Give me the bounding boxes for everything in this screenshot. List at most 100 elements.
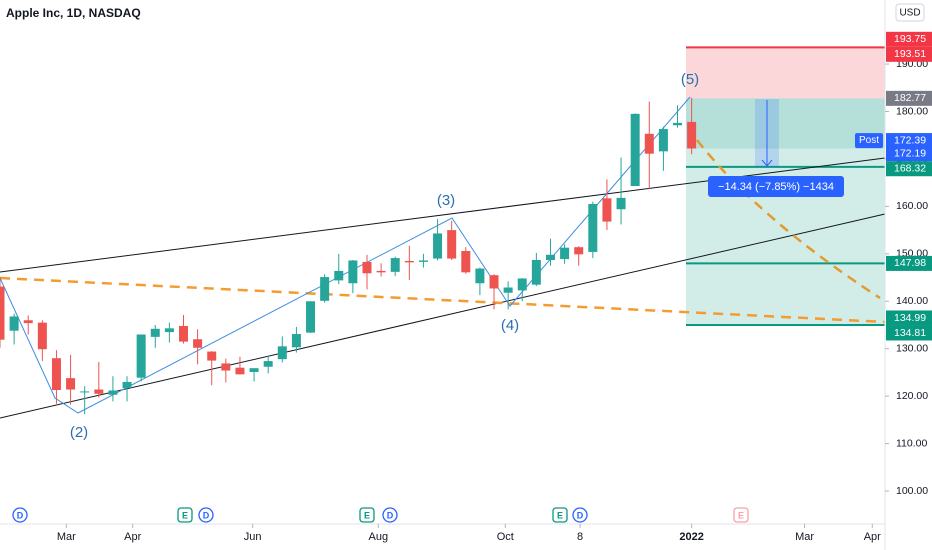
event-icon: [12, 507, 28, 523]
candle-body: [66, 378, 76, 390]
candle-body: [291, 334, 301, 348]
event-label: E: [182, 510, 188, 520]
x-tick-label: Apr: [864, 531, 881, 543]
price-tag-label: 147.98: [894, 257, 926, 269]
candle-body: [560, 247, 570, 260]
candle-body: [221, 363, 231, 371]
candle-body: [320, 277, 330, 301]
candle-body: [37, 322, 47, 350]
candle-body: [531, 260, 541, 285]
candle-body: [94, 389, 104, 394]
price-tag-label: 172.19: [894, 148, 926, 160]
candle-body: [630, 113, 640, 186]
candle-body: [136, 334, 146, 378]
candle-body: [517, 278, 527, 291]
event-label: E: [738, 510, 744, 520]
y-tick-label: 130.00: [896, 343, 928, 355]
candle-body: [0, 286, 5, 340]
candle-body: [178, 325, 188, 342]
candle-body: [348, 260, 358, 284]
candle-body: [602, 198, 612, 222]
y-tick-label: 110.00: [896, 437, 927, 449]
price-tag-label: 193.75: [894, 33, 926, 45]
candle-body: [390, 258, 400, 272]
event-label: D: [17, 510, 24, 520]
price-tag: [886, 46, 932, 62]
candle-body: [489, 275, 499, 289]
wave-label: (3): [437, 192, 455, 209]
candle-body: [193, 339, 203, 348]
candle-body: [404, 260, 414, 263]
candle-body: [235, 367, 245, 375]
x-tick-label: Mar: [795, 531, 814, 543]
x-tick-label: Oct: [497, 531, 514, 543]
y-tick-label: 180.00: [896, 105, 928, 117]
stop-zone: [686, 47, 885, 99]
x-tick-label: Apr: [124, 531, 141, 543]
candle-body: [249, 368, 259, 372]
candle-body: [277, 346, 287, 360]
price-tag: [886, 31, 932, 47]
profit-zone: [686, 98, 885, 149]
event-icon: [359, 507, 375, 523]
trend-line: [0, 213, 886, 419]
measure-tool: −14.34 (−7.85%) −1434: [708, 99, 844, 197]
candle-body: [306, 301, 316, 333]
event-icon: [572, 507, 588, 523]
x-tick-label: Mar: [57, 531, 76, 543]
candle-body: [616, 197, 626, 210]
event-label: E: [557, 510, 563, 520]
candle-body: [475, 268, 485, 284]
x-tick-label: 2022: [679, 531, 703, 543]
candle-body: [447, 230, 457, 259]
price-tag-label: 134.81: [894, 327, 926, 339]
price-tag: [886, 161, 932, 177]
price-tag: [886, 146, 932, 162]
candle-body: [207, 351, 217, 361]
candle-body: [418, 260, 428, 262]
candle-body: [644, 133, 654, 154]
event-icon: [382, 507, 398, 523]
event-label: D: [387, 510, 394, 520]
price-axis: [885, 0, 932, 550]
chart-title: Apple Inc, 1D, NASDAQ: [6, 6, 141, 20]
price-tag: [886, 310, 932, 326]
x-tick-label: Aug: [368, 531, 388, 543]
wave-label: (5): [681, 71, 699, 88]
currency: USD: [899, 8, 920, 19]
price-tag: [886, 90, 932, 106]
candle-body: [23, 320, 33, 324]
candle-body: [545, 254, 555, 260]
badge: [855, 133, 883, 149]
candle-body: [588, 204, 598, 252]
candle-body: [334, 270, 344, 281]
candle-body: [108, 390, 118, 395]
measure-label-box: [708, 176, 844, 197]
candle-body: [263, 361, 273, 367]
price-tag-label: 193.51: [894, 48, 926, 60]
price-tag-label: 172.39: [894, 134, 926, 146]
event-icon: [177, 507, 193, 523]
price-tag-label: 134.99: [894, 312, 926, 324]
candles: [0, 97, 697, 415]
event-icon: [552, 507, 568, 523]
candle-body: [164, 328, 174, 333]
candle-body: [376, 270, 386, 273]
candle-body: [574, 247, 584, 255]
price-tag: [886, 133, 932, 149]
price-tag: [886, 255, 932, 271]
projection-curve: [696, 139, 881, 300]
price-tag-label: 182.77: [894, 92, 926, 104]
event-label: E: [364, 510, 370, 520]
candle-body: [51, 358, 61, 390]
y-tick-label: 140.00: [896, 295, 928, 307]
candle-body: [658, 129, 668, 152]
y-tick-label: 100.00: [896, 485, 928, 497]
measure-label: −14.34 (−7.85%) −1434: [718, 181, 834, 193]
event-icon: [733, 507, 749, 523]
candle-body: [433, 233, 443, 259]
candle-body: [673, 122, 683, 126]
